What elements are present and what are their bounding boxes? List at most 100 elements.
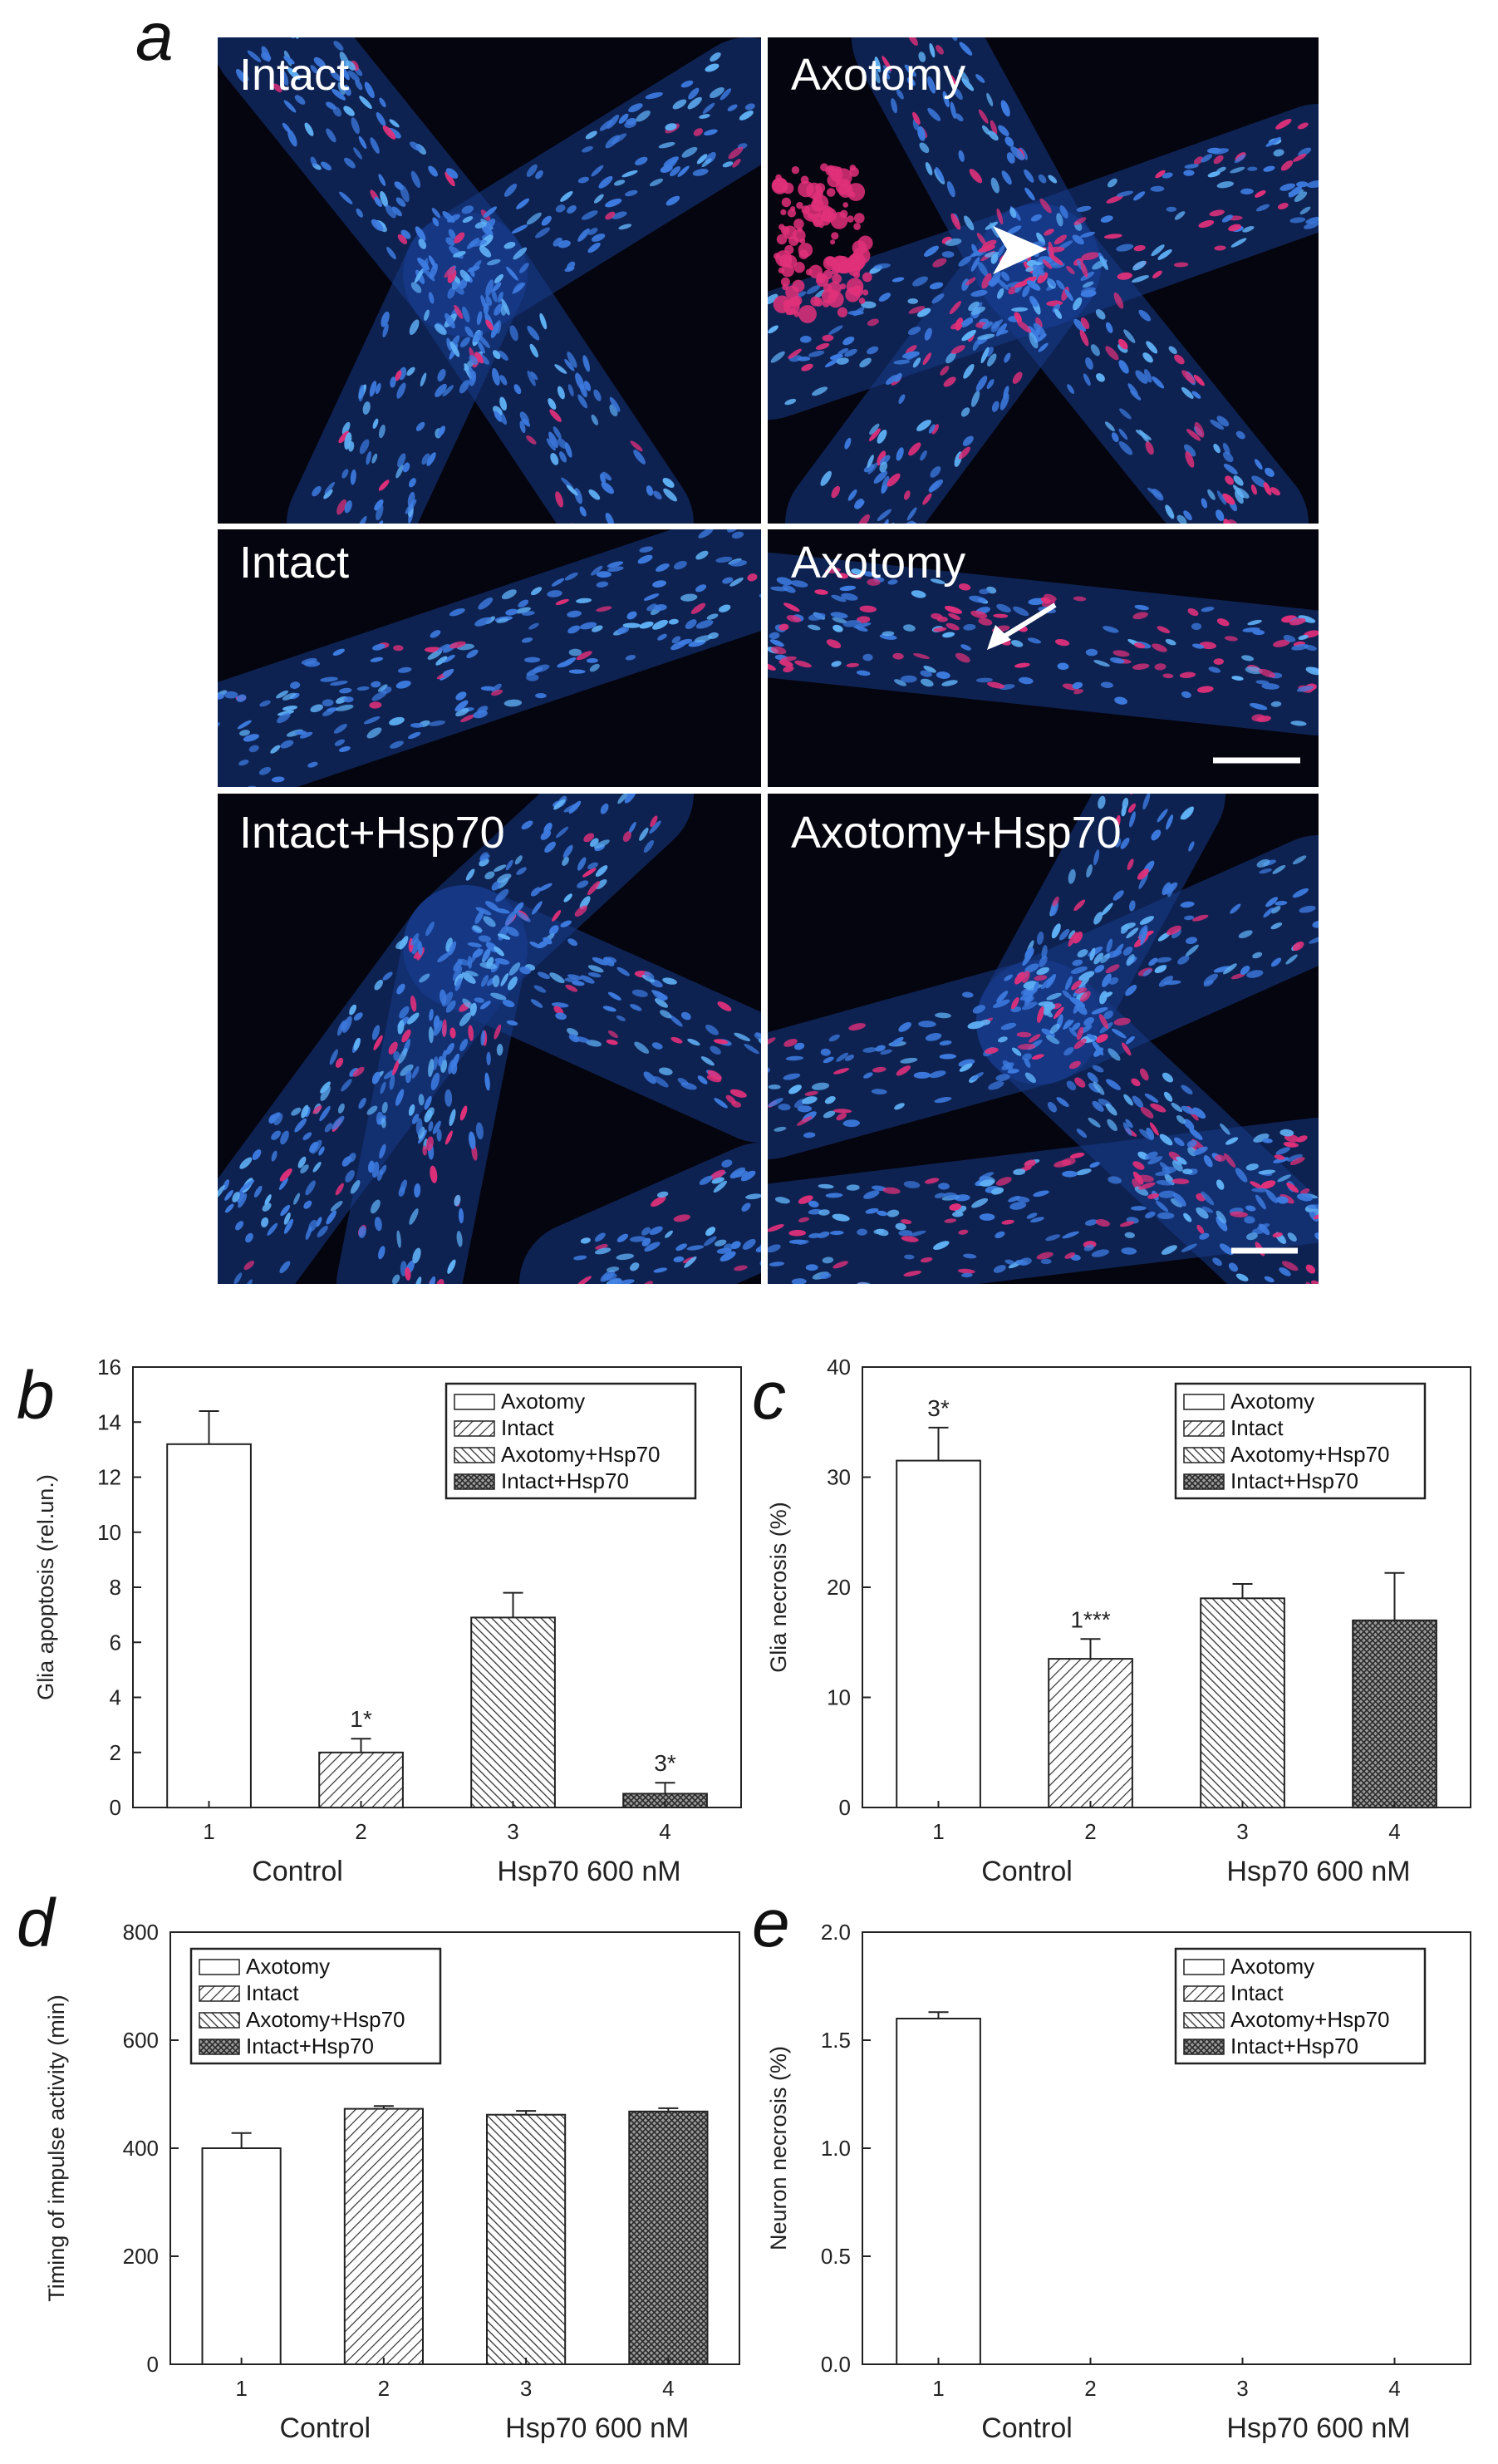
nucleus xyxy=(1186,429,1201,441)
nucleus xyxy=(644,1242,661,1252)
nucleus xyxy=(333,41,344,52)
nucleus xyxy=(1003,386,1009,399)
nucleus xyxy=(710,86,724,99)
nucleus xyxy=(863,1072,873,1079)
nucleus xyxy=(1040,597,1051,604)
nucleus xyxy=(1289,1157,1305,1165)
apoptotic-cluster-dot xyxy=(807,212,814,219)
nucleus xyxy=(574,905,587,917)
nucleus xyxy=(1313,1212,1319,1220)
nucleus xyxy=(929,1070,946,1079)
nucleus xyxy=(550,453,559,465)
nucleus xyxy=(505,608,518,616)
nucleus xyxy=(1242,225,1255,233)
nucleus xyxy=(885,375,898,385)
nucleus xyxy=(332,88,346,101)
nucleus xyxy=(373,1035,383,1050)
nucleus xyxy=(411,1114,420,1124)
nucleus xyxy=(277,710,295,716)
nucleus xyxy=(1054,308,1063,319)
nucleus xyxy=(896,1065,911,1076)
nucleus xyxy=(432,1056,439,1070)
nucleus xyxy=(882,631,895,637)
nucleus xyxy=(818,1183,834,1189)
nucleus xyxy=(567,1028,578,1036)
nucleus xyxy=(335,1183,344,1196)
nucleus xyxy=(879,461,888,473)
nucleus xyxy=(650,815,658,828)
nucleus xyxy=(599,120,613,131)
nucleus xyxy=(933,1241,950,1250)
nucleus xyxy=(492,282,502,292)
nucleus xyxy=(428,1121,434,1132)
nucleus xyxy=(1091,1006,1108,1015)
nucleus xyxy=(815,342,830,350)
nucleus xyxy=(1154,663,1166,671)
nucleus xyxy=(312,485,322,497)
y-tick-label: 10 xyxy=(827,1685,851,1710)
nucleus xyxy=(863,1190,880,1199)
nucleus xyxy=(1001,1219,1014,1225)
nucleus xyxy=(496,1044,503,1056)
nucleus xyxy=(549,409,562,422)
nucleus xyxy=(651,1196,666,1207)
legend-swatch xyxy=(1183,1394,1225,1410)
nucleus xyxy=(459,1105,468,1121)
nucleus xyxy=(912,111,921,125)
nucleus xyxy=(235,1221,244,1231)
nucleus xyxy=(1152,643,1167,652)
nucleus xyxy=(943,376,956,387)
nucleus xyxy=(805,1264,818,1271)
nucleus xyxy=(1329,1242,1348,1255)
nucleus xyxy=(768,1098,783,1107)
nucleus xyxy=(611,211,627,219)
nucleus xyxy=(1216,166,1226,173)
nucleus xyxy=(1182,808,1194,820)
nucleus xyxy=(313,57,326,68)
nucleus xyxy=(844,1055,855,1061)
nucleus xyxy=(1291,643,1309,651)
nucleus xyxy=(593,389,602,401)
nucleus xyxy=(1062,1231,1079,1239)
nucleus xyxy=(874,57,882,73)
nucleus xyxy=(1280,160,1294,171)
nucleus xyxy=(1125,1035,1135,1045)
nucleus xyxy=(1104,421,1115,432)
nucleus xyxy=(652,619,668,630)
nucleus xyxy=(433,1020,443,1036)
y-tick-label: 2 xyxy=(110,1740,121,1765)
nucleus xyxy=(663,156,680,167)
nucleus xyxy=(320,1085,331,1101)
nerve-group xyxy=(218,529,761,787)
nucleus xyxy=(637,554,653,564)
nucleus xyxy=(396,382,406,399)
apoptotic-cluster-dot xyxy=(774,253,780,260)
nucleus xyxy=(1125,1119,1133,1129)
nucleus xyxy=(872,66,881,84)
nucleus xyxy=(530,887,542,897)
nucleus xyxy=(1125,985,1137,996)
nucleus xyxy=(808,1232,821,1239)
nucleus xyxy=(1121,1247,1137,1255)
legend-swatch xyxy=(1183,2039,1225,2055)
nucleus xyxy=(1096,1034,1108,1043)
nucleus xyxy=(1077,949,1088,958)
nucleus xyxy=(347,1153,356,1163)
nucleus xyxy=(438,425,445,437)
nucleus xyxy=(744,103,755,111)
nucleus xyxy=(371,1071,381,1084)
nucleus xyxy=(1277,1174,1291,1183)
nucleus xyxy=(1156,957,1172,963)
nucleus xyxy=(942,91,950,108)
nucleus xyxy=(466,649,479,658)
nucleus xyxy=(430,263,438,279)
nucleus xyxy=(283,1218,294,1234)
nucleus xyxy=(1292,888,1309,898)
legend-swatch xyxy=(1183,1473,1225,1490)
nucleus xyxy=(339,191,353,204)
nucleus xyxy=(616,1279,635,1284)
nucleus xyxy=(1250,1181,1263,1189)
nucleus xyxy=(1063,1019,1071,1030)
nucleus xyxy=(376,504,384,521)
nucleus xyxy=(340,1020,348,1031)
